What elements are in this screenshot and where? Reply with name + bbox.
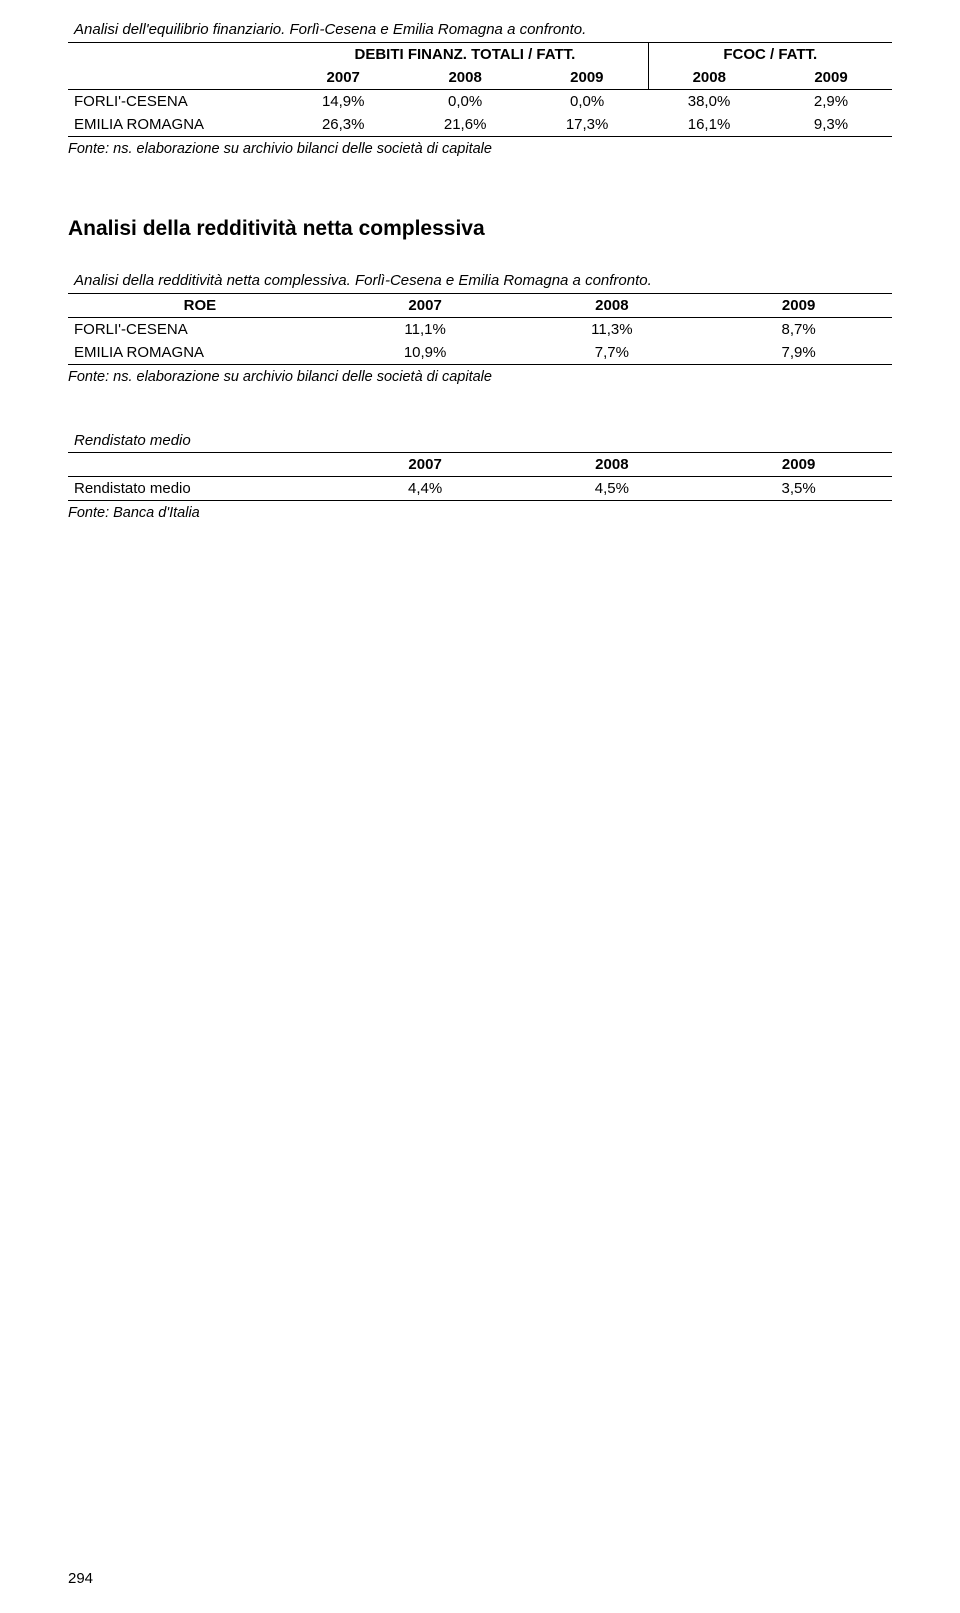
cell: 7,9% xyxy=(705,341,892,365)
cell: 9,3% xyxy=(770,113,892,137)
page-number: 294 xyxy=(68,1570,93,1587)
equilibrio-caption-row: Analisi dell'equilibrio finanziario. For… xyxy=(68,18,892,43)
rendistato-caption: Rendistato medio xyxy=(68,429,892,453)
table-row: Rendistato medio 4,4% 4,5% 3,5% xyxy=(68,477,892,501)
table-row: FORLI'-CESENA 11,1% 11,3% 8,7% xyxy=(68,318,892,342)
year-cell: 2007 xyxy=(332,453,519,477)
row-label: FORLI'-CESENA xyxy=(68,90,282,114)
cell: 11,1% xyxy=(332,318,519,342)
cell: 0,0% xyxy=(526,90,648,114)
year-cell: 2008 xyxy=(404,66,526,90)
year-cell: 2007 xyxy=(282,66,404,90)
roe-table: Analisi della redditività netta compless… xyxy=(68,269,892,365)
rendistato-source: Fonte: Banca d'Italia xyxy=(68,505,892,521)
equilibrio-year-row: 2007 2008 2009 2008 2009 xyxy=(68,66,892,90)
roe-caption-row: Analisi della redditività netta compless… xyxy=(68,269,892,294)
equilibrio-caption: Analisi dell'equilibrio finanziario. For… xyxy=(68,18,892,43)
cell: 16,1% xyxy=(648,113,770,137)
rendistato-caption-row: Rendistato medio xyxy=(68,429,892,453)
table-row: EMILIA ROMAGNA 10,9% 7,7% 7,9% xyxy=(68,341,892,365)
row-label: Rendistato medio xyxy=(68,477,332,501)
cell: 21,6% xyxy=(404,113,526,137)
cell: 8,7% xyxy=(705,318,892,342)
row-label: FORLI'-CESENA xyxy=(68,318,332,342)
section-title: Analisi della redditività netta compless… xyxy=(68,217,892,241)
table-row: FORLI'-CESENA 14,9% 0,0% 0,0% 38,0% 2,9% xyxy=(68,90,892,114)
equilibrio-source: Fonte: ns. elaborazione su archivio bila… xyxy=(68,141,892,157)
roe-label: ROE xyxy=(68,294,332,318)
rendistato-year-row: 2007 2008 2009 xyxy=(68,453,892,477)
year-cell: 2008 xyxy=(648,66,770,90)
year-cell: 2009 xyxy=(705,294,892,318)
cell: 2,9% xyxy=(770,90,892,114)
roe-year-row: ROE 2007 2008 2009 xyxy=(68,294,892,318)
cell: 11,3% xyxy=(518,318,705,342)
table-row: EMILIA ROMAGNA 26,3% 21,6% 17,3% 16,1% 9… xyxy=(68,113,892,137)
group2-header: FCOC / FATT. xyxy=(648,43,892,67)
cell: 4,5% xyxy=(518,477,705,501)
row-label: EMILIA ROMAGNA xyxy=(68,341,332,365)
cell: 17,3% xyxy=(526,113,648,137)
cell: 0,0% xyxy=(404,90,526,114)
equilibrio-table: Analisi dell'equilibrio finanziario. For… xyxy=(68,18,892,137)
page: Analisi dell'equilibrio finanziario. For… xyxy=(0,0,960,1613)
year-cell: 2009 xyxy=(526,66,648,90)
roe-source: Fonte: ns. elaborazione su archivio bila… xyxy=(68,369,892,385)
year-cell: 2009 xyxy=(705,453,892,477)
cell: 4,4% xyxy=(332,477,519,501)
year-cell: 2008 xyxy=(518,453,705,477)
group1-header: DEBITI FINANZ. TOTALI / FATT. xyxy=(282,43,648,67)
rendistato-table: Rendistato medio 2007 2008 2009 Rendista… xyxy=(68,429,892,501)
cell: 7,7% xyxy=(518,341,705,365)
cell: 38,0% xyxy=(648,90,770,114)
cell: 3,5% xyxy=(705,477,892,501)
year-cell: 2008 xyxy=(518,294,705,318)
cell: 10,9% xyxy=(332,341,519,365)
row-label: EMILIA ROMAGNA xyxy=(68,113,282,137)
cell: 14,9% xyxy=(282,90,404,114)
year-cell: 2007 xyxy=(332,294,519,318)
year-cell: 2009 xyxy=(770,66,892,90)
equilibrio-group-header: DEBITI FINANZ. TOTALI / FATT. FCOC / FAT… xyxy=(68,43,892,67)
roe-caption: Analisi della redditività netta compless… xyxy=(68,269,892,294)
cell: 26,3% xyxy=(282,113,404,137)
